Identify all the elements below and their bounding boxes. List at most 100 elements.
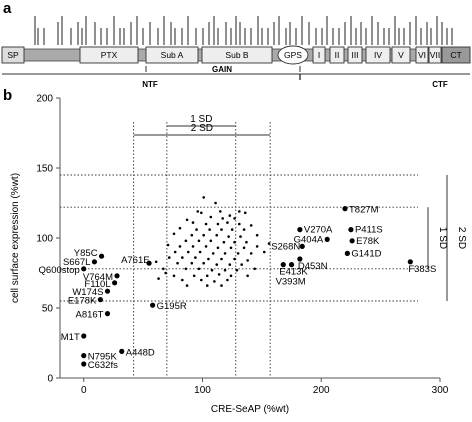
data-point bbox=[205, 274, 209, 278]
data-point bbox=[204, 222, 208, 226]
point-label-g404a: G404A bbox=[294, 234, 324, 245]
point-label-t827m: T827M bbox=[349, 205, 379, 216]
labeled-point-d453n bbox=[297, 256, 303, 262]
y-tick-label: 200 bbox=[36, 94, 53, 105]
labeled-point-q600stop bbox=[81, 266, 87, 272]
point-label-f110l: F110L bbox=[84, 279, 110, 290]
data-point bbox=[191, 221, 195, 224]
labeled-point-c632fs bbox=[81, 361, 87, 367]
labeled-point-e78k bbox=[349, 238, 355, 244]
data-point bbox=[186, 250, 190, 254]
data-point bbox=[245, 240, 248, 244]
data-point bbox=[190, 233, 194, 237]
point-label-y85c: Y85C bbox=[74, 248, 98, 259]
labeled-point-a816t bbox=[104, 311, 111, 317]
labeled-point-n795k bbox=[81, 353, 87, 359]
data-point bbox=[242, 228, 246, 231]
point-label-v764m: V764M bbox=[83, 272, 113, 283]
domain-vii-label: VII bbox=[430, 50, 440, 60]
data-point bbox=[223, 268, 227, 272]
data-point bbox=[164, 271, 167, 275]
data-point bbox=[255, 233, 259, 237]
data-point bbox=[194, 256, 197, 259]
point-label-g195r: G195R bbox=[157, 301, 187, 312]
data-point bbox=[217, 273, 221, 276]
domain-iii-label: III bbox=[351, 50, 358, 60]
data-point bbox=[172, 274, 176, 278]
region-ntf-label: NTF bbox=[142, 80, 158, 89]
domain-sp-label: SP bbox=[7, 50, 19, 60]
x-tick-label: 200 bbox=[313, 385, 330, 396]
x-tick-label: 0 bbox=[81, 385, 87, 396]
y-tick-label: 0 bbox=[47, 374, 53, 385]
data-point bbox=[162, 267, 165, 271]
point-label-c632fs: C632fs bbox=[88, 360, 118, 371]
data-point bbox=[200, 211, 203, 215]
data-point bbox=[223, 252, 227, 255]
data-point bbox=[262, 250, 266, 254]
data-point bbox=[178, 245, 182, 248]
data-point bbox=[220, 228, 223, 231]
data-point bbox=[176, 261, 179, 265]
labeled-point-a761e bbox=[146, 260, 152, 266]
point-label-e178k: E178K bbox=[68, 296, 97, 307]
domain-vi-label: VI bbox=[418, 50, 426, 60]
data-point bbox=[184, 267, 188, 271]
data-point bbox=[185, 284, 189, 287]
point-label-f383s: F383S bbox=[408, 264, 436, 275]
domain-sub-b-box bbox=[201, 46, 273, 64]
data-point bbox=[198, 250, 202, 254]
labeled-point-w174s bbox=[104, 288, 111, 294]
data-point bbox=[230, 228, 234, 231]
domain-ct-box bbox=[441, 46, 471, 64]
data-point bbox=[235, 268, 239, 272]
labeled-point-s268n bbox=[299, 243, 305, 249]
labeled-point-g141d bbox=[344, 250, 350, 256]
data-point bbox=[249, 252, 253, 255]
labeled-point-v270a bbox=[297, 227, 303, 233]
domain-sub-b-label: Sub B bbox=[225, 50, 248, 60]
data-point bbox=[233, 217, 236, 220]
data-point bbox=[202, 261, 205, 265]
data-point bbox=[197, 267, 201, 271]
panel-b-label: b bbox=[3, 87, 12, 104]
data-point bbox=[210, 268, 214, 272]
data-point bbox=[181, 278, 184, 282]
variant-tick-marks bbox=[34, 16, 453, 45]
data-point bbox=[229, 274, 233, 278]
y-1sd-label: 1 SD bbox=[437, 227, 448, 249]
domain-iv-label: IV bbox=[374, 50, 382, 60]
labeled-point-s667l bbox=[91, 259, 98, 265]
domain-ii-label: II bbox=[335, 50, 340, 60]
data-point bbox=[215, 233, 219, 237]
protein-regions: NTF GAIN CTF bbox=[2, 65, 470, 89]
x-tick-label: 300 bbox=[432, 385, 449, 396]
domain-iii-box bbox=[347, 46, 363, 64]
data-point bbox=[202, 196, 205, 199]
data-point bbox=[228, 214, 232, 217]
data-point bbox=[228, 263, 232, 266]
data-point bbox=[233, 240, 236, 244]
y-axis-label: cell surface expression (%wt) bbox=[10, 173, 21, 303]
point-label-v393m: V393M bbox=[276, 277, 306, 288]
data-point bbox=[229, 246, 233, 250]
y-tick-label: 150 bbox=[36, 164, 53, 175]
labeled-point-t827m bbox=[342, 206, 348, 212]
data-point bbox=[246, 259, 249, 262]
point-label-a448d: A448D bbox=[126, 347, 155, 358]
data-point bbox=[211, 252, 215, 255]
domain-ptx-label: PTX bbox=[101, 50, 118, 60]
data-point bbox=[207, 257, 210, 261]
domain-ptx-box bbox=[79, 46, 139, 64]
domain-ii-box bbox=[329, 46, 345, 64]
data-point bbox=[196, 210, 200, 213]
data-point bbox=[240, 263, 243, 266]
point-label-e78k: E78K bbox=[356, 236, 380, 247]
data-point bbox=[236, 252, 240, 255]
data-point bbox=[238, 222, 241, 226]
data-point bbox=[178, 226, 182, 230]
data-point bbox=[209, 239, 213, 243]
data-point bbox=[233, 257, 236, 261]
point-label-a761e: A761E bbox=[121, 255, 150, 266]
data-point bbox=[181, 256, 184, 259]
